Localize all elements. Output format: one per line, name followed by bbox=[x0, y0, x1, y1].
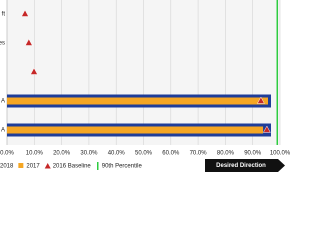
bar bbox=[7, 126, 264, 134]
x-tick-label: 60.0% bbox=[162, 151, 180, 157]
legend-label: 90th Percentile bbox=[102, 164, 143, 170]
x-tick-label: 50.0% bbox=[135, 151, 153, 157]
x-tick-label: 20.0% bbox=[53, 151, 71, 157]
x-tick-label: 30.0% bbox=[80, 151, 98, 157]
annotation: Desired Direction bbox=[216, 163, 266, 169]
x-tick-label: 90.0% bbox=[244, 151, 262, 157]
direction-arrow bbox=[205, 159, 285, 172]
x-tick-label: 0.0% bbox=[0, 151, 14, 157]
baseline-marker bbox=[30, 67, 38, 75]
legend-marker bbox=[18, 163, 24, 168]
legend-label: 2016 Baseline bbox=[53, 164, 92, 170]
legend-label: 2018 bbox=[0, 164, 14, 170]
baseline-marker bbox=[21, 9, 29, 17]
x-tick-label: 100.0% bbox=[270, 151, 291, 157]
chart: Desired Direction 0.0% 10.0% 20.0% 30.0% 40.… bbox=[0, 0, 291, 172]
baseline-marker bbox=[256, 96, 265, 104]
baseline-marker bbox=[24, 38, 33, 46]
category-label: ft bbox=[2, 12, 6, 18]
bar bbox=[7, 97, 268, 105]
x-tick-label: 40.0% bbox=[108, 151, 126, 157]
category-label: A bbox=[1, 99, 5, 105]
category-label: A bbox=[1, 128, 5, 134]
category-label: eties bbox=[0, 41, 5, 47]
x-tick-label: 10.0% bbox=[26, 151, 44, 157]
baseline-marker bbox=[262, 125, 271, 133]
x-tick-label: 80.0% bbox=[217, 151, 235, 157]
x-tick-label: 70.0% bbox=[190, 151, 208, 157]
legend-marker bbox=[44, 163, 51, 169]
legend-label: 2017 bbox=[26, 164, 40, 170]
